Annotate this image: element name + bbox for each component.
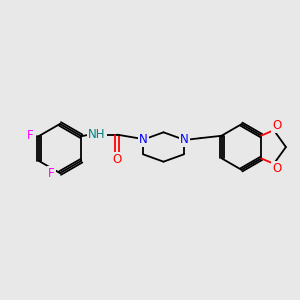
Text: O: O bbox=[272, 162, 281, 175]
Text: O: O bbox=[113, 153, 122, 166]
Text: F: F bbox=[27, 129, 34, 142]
Text: O: O bbox=[272, 119, 281, 132]
Text: F: F bbox=[48, 167, 55, 180]
Text: N: N bbox=[139, 133, 148, 146]
Text: N: N bbox=[180, 133, 189, 146]
Text: NH: NH bbox=[88, 128, 106, 141]
